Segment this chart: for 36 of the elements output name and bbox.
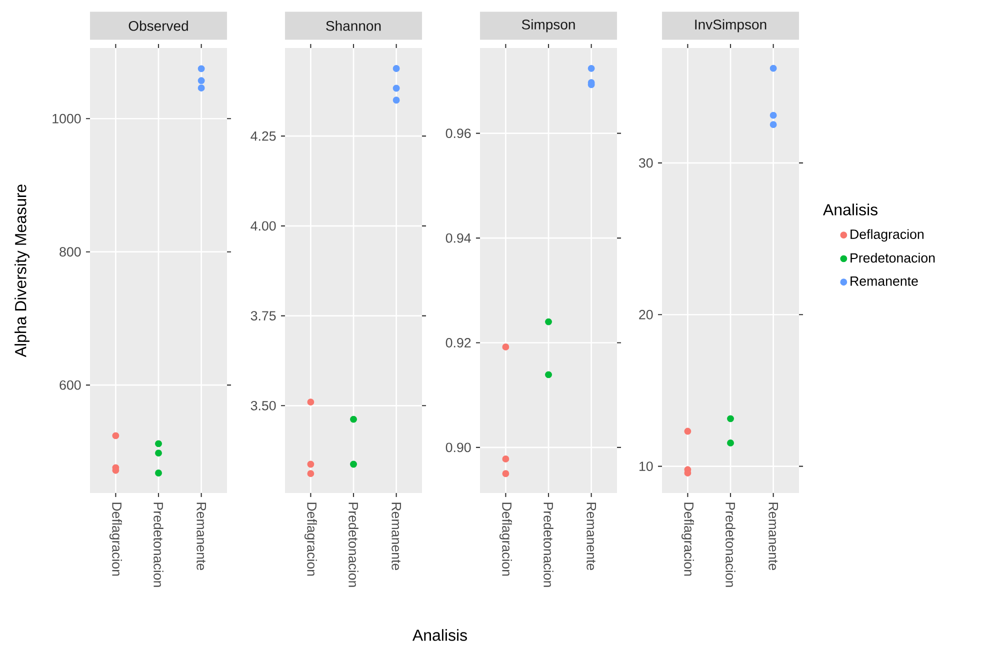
x-tick-label: Deflagracion [499, 502, 512, 576]
y-tick-label: 0.94 [446, 233, 471, 243]
y-tick-label: 800 [60, 247, 81, 257]
y-tick-label: 30 [638, 158, 653, 168]
legend-title: Analisis [822, 204, 878, 216]
chart-title: Observed [128, 20, 188, 31]
chart-title: Simpson [522, 19, 575, 32]
y-tick-label: 0.96 [446, 128, 471, 138]
y-tick-label: 4.00 [250, 221, 276, 231]
legend-label: Deflagracion [850, 229, 924, 242]
x-tick-label: Deflagracion [109, 502, 122, 576]
x-tick-label: Predetonacion [544, 502, 554, 587]
y-tick-label: 4.25 [250, 131, 276, 141]
legend-label: Predetonacion [850, 252, 935, 263]
x-tick-label: Remanente [392, 502, 401, 570]
y-tick-label: 3.50 [250, 400, 276, 410]
x-tick-label: Remanente [196, 502, 206, 570]
y-tick-label: 1000 [52, 114, 81, 124]
chart-title: Shannon [326, 20, 381, 31]
x-tick-label: Deflagracion [304, 502, 317, 576]
x-tick-label: Remanente [768, 502, 778, 570]
x-tick-label: Deflagracion [681, 502, 694, 576]
x-tick-label: Remanente [586, 502, 596, 570]
chart-title: InvSimpson [695, 19, 766, 32]
y-tick-label: 600 [60, 380, 81, 390]
y-tick-label: 3.75 [250, 311, 276, 321]
y-axis-title: Alpha Diversity Measure [14, 184, 30, 358]
y-tick-label: 0.90 [446, 442, 471, 452]
y-tick-label: 20 [639, 310, 653, 320]
x-tick-label: Predetonacion [154, 502, 164, 587]
x-tick-label: Predetonacion [726, 502, 736, 587]
x-tick-label: Predetonacion [348, 502, 358, 587]
x-axis-title: Analisis [412, 629, 467, 641]
y-tick-label: 0.92 [446, 338, 471, 348]
legend-label: Remanente [850, 276, 918, 286]
y-tick-label: 10 [639, 462, 653, 472]
